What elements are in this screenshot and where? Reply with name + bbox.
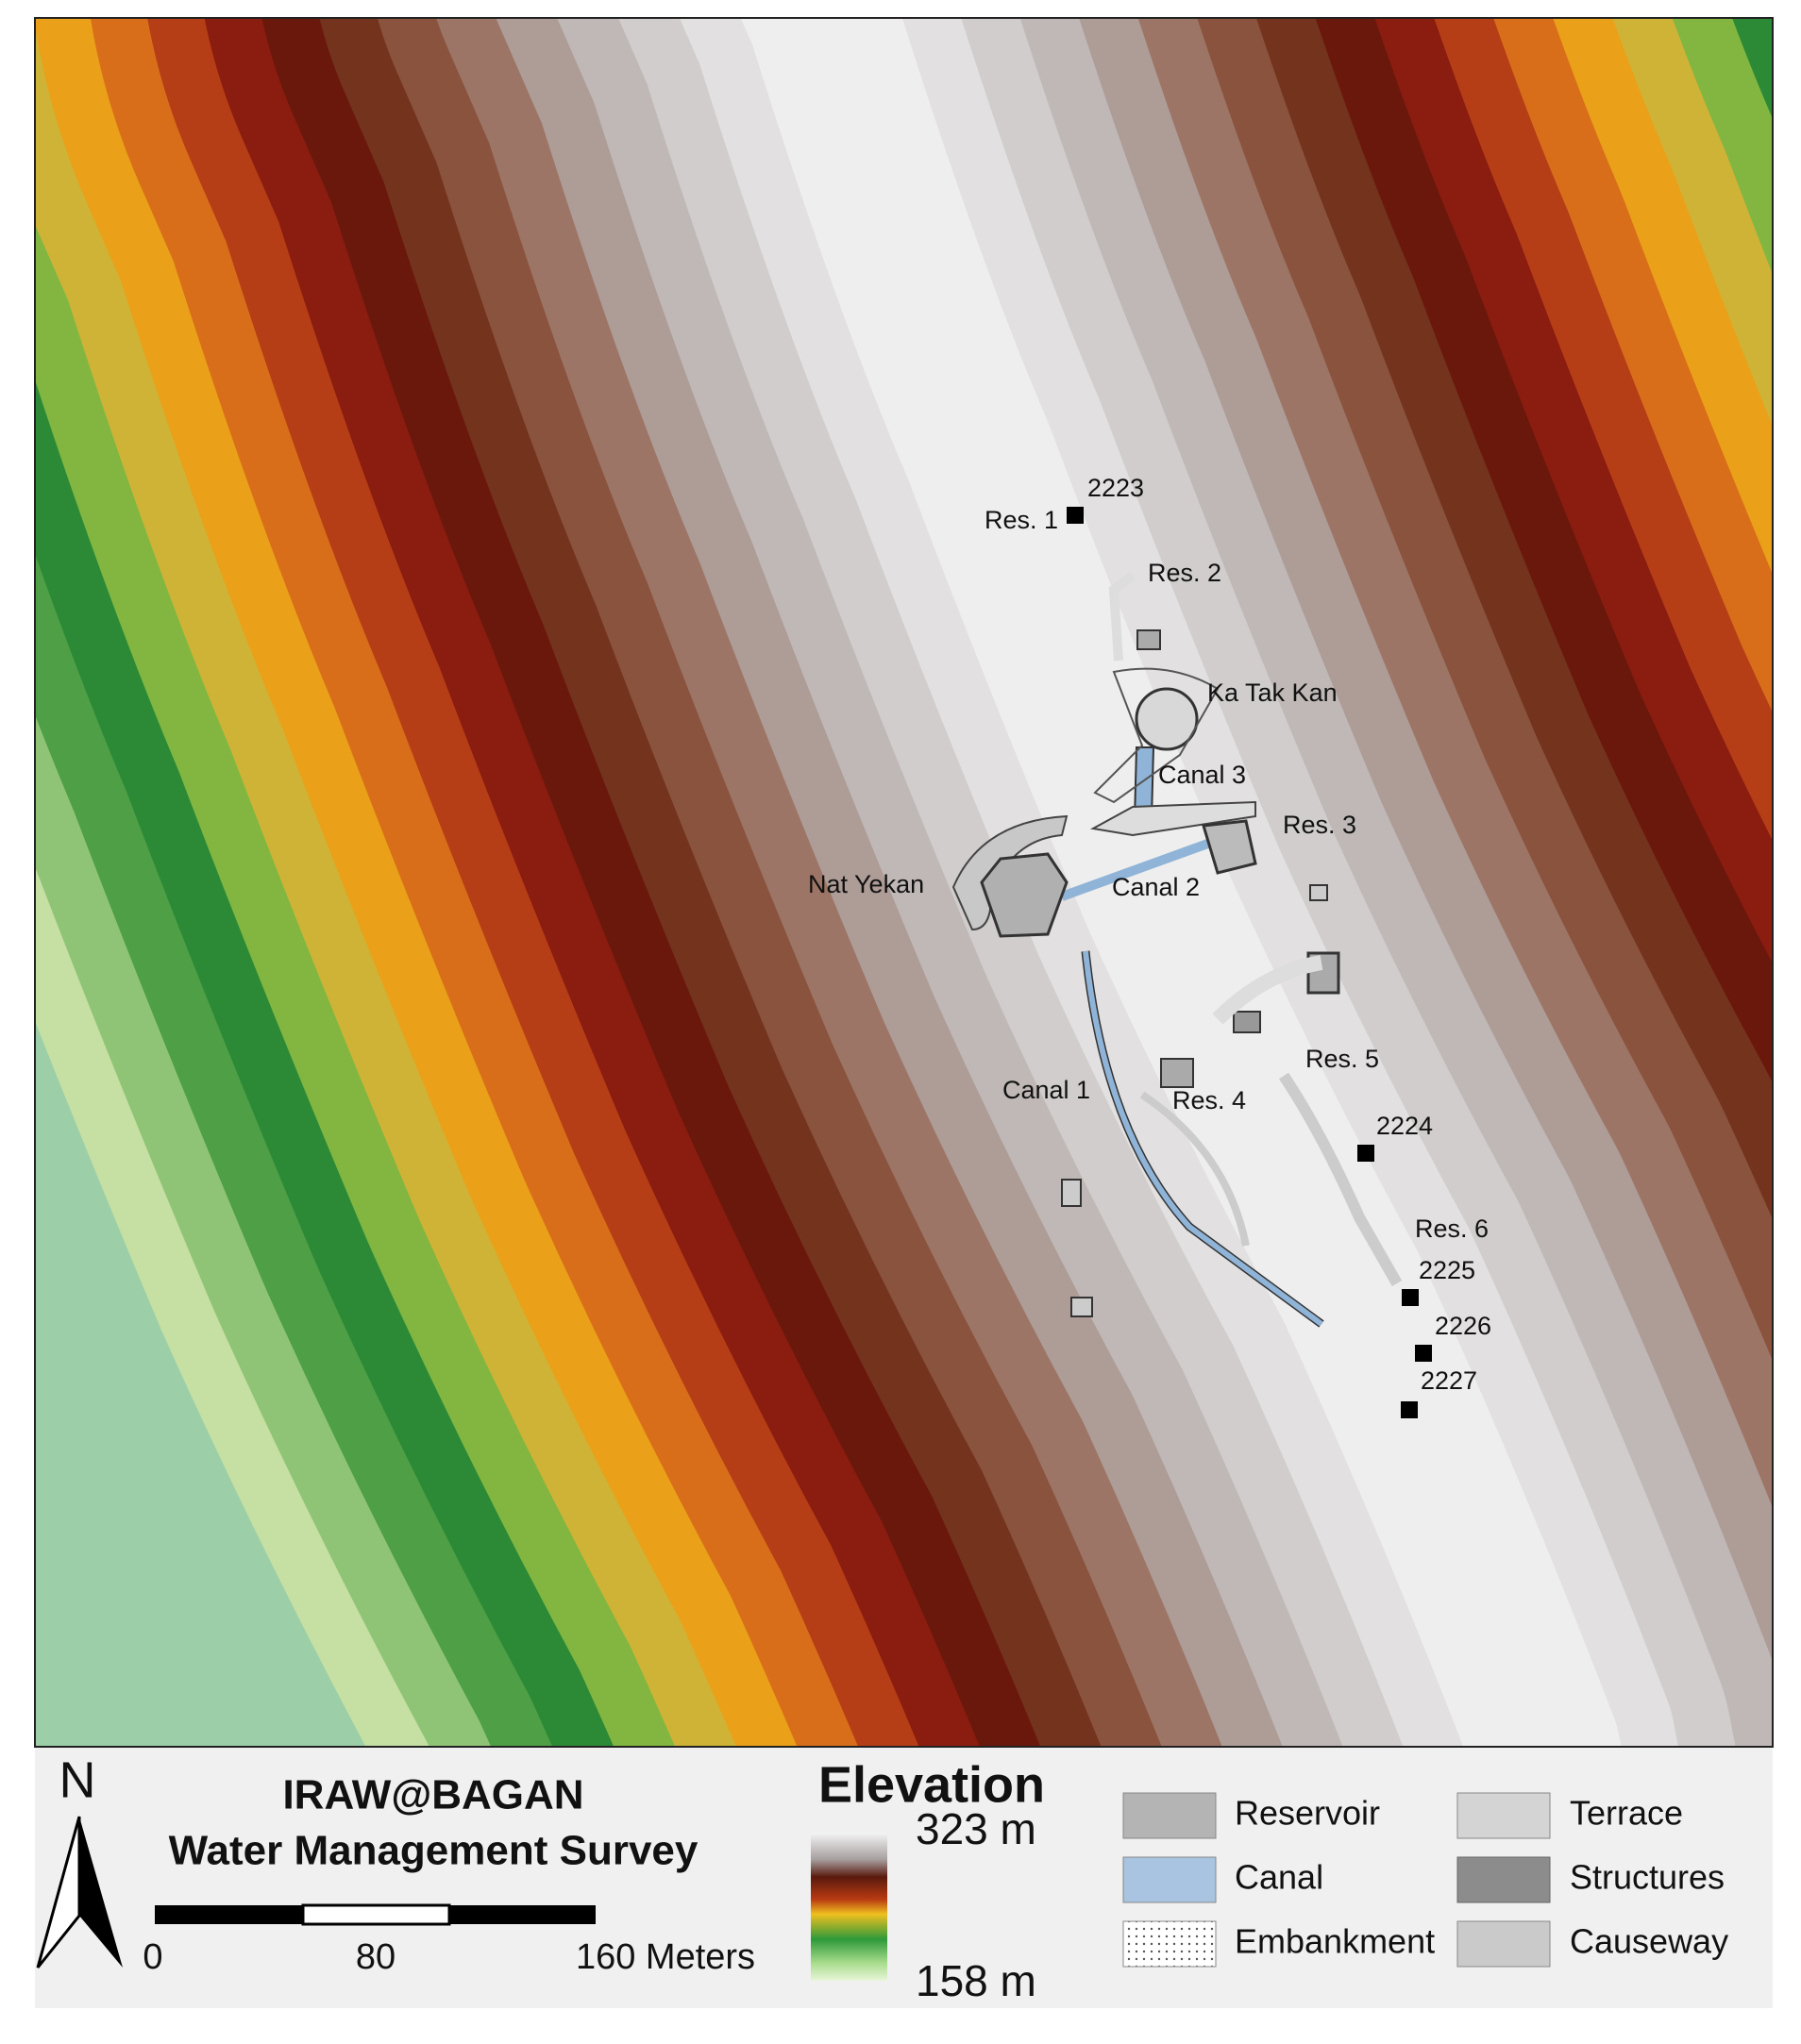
swatch-terrace bbox=[1456, 1792, 1551, 1839]
legend-item: Canal bbox=[1235, 1858, 1323, 1897]
site-label: Res. 3 bbox=[1283, 811, 1356, 839]
terrace bbox=[1212, 955, 1323, 1025]
structure bbox=[1309, 884, 1328, 901]
site-marker bbox=[1402, 1289, 1419, 1306]
site-marker bbox=[1401, 1401, 1418, 1418]
site-label: Nat Yekan bbox=[808, 870, 924, 898]
site-label: 2223 bbox=[1087, 474, 1144, 502]
ka-tak-kan bbox=[1135, 687, 1199, 751]
nat-yekan bbox=[980, 852, 1069, 938]
structure bbox=[1061, 1179, 1082, 1207]
nat-yekan-embankment bbox=[951, 814, 1069, 931]
site-marker bbox=[1357, 1145, 1374, 1162]
terrain bbox=[35, 18, 1773, 1747]
site-label: 2226 bbox=[1435, 1312, 1491, 1340]
structure bbox=[1136, 629, 1161, 650]
swatch-reservoir bbox=[1122, 1792, 1217, 1839]
site-label: 2225 bbox=[1419, 1256, 1475, 1284]
res-4 bbox=[1160, 1058, 1194, 1088]
swatch-canal bbox=[1122, 1856, 1217, 1903]
subtitle: Water Management Survey bbox=[169, 1828, 699, 1874]
res-3 bbox=[1202, 819, 1257, 875]
scale-bar bbox=[301, 1903, 451, 1926]
structure bbox=[1233, 1011, 1261, 1033]
terrace bbox=[1139, 1091, 1250, 1247]
site-label: Res. 2 bbox=[1148, 559, 1221, 587]
scale-bar bbox=[449, 1905, 596, 1924]
site-label: Res. 6 bbox=[1415, 1215, 1489, 1243]
ka-tak-kan-terrace bbox=[1093, 667, 1220, 804]
elevation-ramp bbox=[811, 1833, 887, 1981]
swatch-causeway bbox=[1456, 1920, 1551, 1968]
site-label: Res. 5 bbox=[1305, 1045, 1379, 1073]
title: IRAW@BAGAN bbox=[282, 1772, 583, 1818]
site-label: Res. 1 bbox=[985, 506, 1058, 534]
terrace bbox=[1279, 1072, 1403, 1286]
canal-2 bbox=[1060, 837, 1215, 901]
legend-item: Embankment bbox=[1235, 1922, 1435, 1961]
site-labels: 2223 Res. 1 Res. 2 Ka Tak Kan Canal 3 Re… bbox=[808, 474, 1491, 1395]
canal-1 bbox=[1083, 950, 1323, 1327]
res-2-terrace bbox=[1108, 572, 1136, 662]
site-label: Canal 1 bbox=[1002, 1076, 1090, 1104]
legend: N IRAW@BAGAN Water Management Survey 0 8… bbox=[35, 1748, 1773, 2008]
site-marker bbox=[1067, 507, 1084, 524]
site-label: Canal 3 bbox=[1158, 761, 1246, 789]
site-marker bbox=[1415, 1345, 1432, 1362]
site-label: Canal 2 bbox=[1112, 873, 1200, 901]
north-arrow bbox=[79, 1817, 123, 1968]
legend-item: Causeway bbox=[1570, 1922, 1728, 1961]
site-label: 2227 bbox=[1421, 1366, 1477, 1395]
structure bbox=[1070, 1297, 1093, 1317]
site-label: Ka Tak Kan bbox=[1207, 679, 1338, 707]
swatch-embankment bbox=[1122, 1920, 1217, 1968]
map-frame bbox=[34, 17, 1774, 1748]
site-label: 2224 bbox=[1376, 1112, 1433, 1140]
legend-item: Structures bbox=[1570, 1858, 1725, 1897]
elevation-max: 323 m bbox=[916, 1804, 1036, 1853]
scale-label: 80 bbox=[356, 1937, 396, 1977]
legend-item: Reservoir bbox=[1235, 1794, 1380, 1833]
scale-label: 160 Meters bbox=[576, 1937, 755, 1977]
site-features bbox=[951, 507, 1432, 1418]
causeway bbox=[1089, 800, 1256, 837]
elevation-title: Elevation bbox=[818, 1756, 1045, 1813]
swatch-structures bbox=[1456, 1856, 1551, 1903]
scale-label: 0 bbox=[143, 1937, 162, 1977]
north-label: N bbox=[59, 1751, 96, 1808]
elevation-band bbox=[740, 18, 1622, 1747]
elevation-min: 158 m bbox=[916, 1956, 1036, 2005]
site-label: Res. 4 bbox=[1172, 1086, 1246, 1114]
legend-item: Terrace bbox=[1570, 1794, 1683, 1833]
scale-bar bbox=[155, 1905, 303, 1924]
